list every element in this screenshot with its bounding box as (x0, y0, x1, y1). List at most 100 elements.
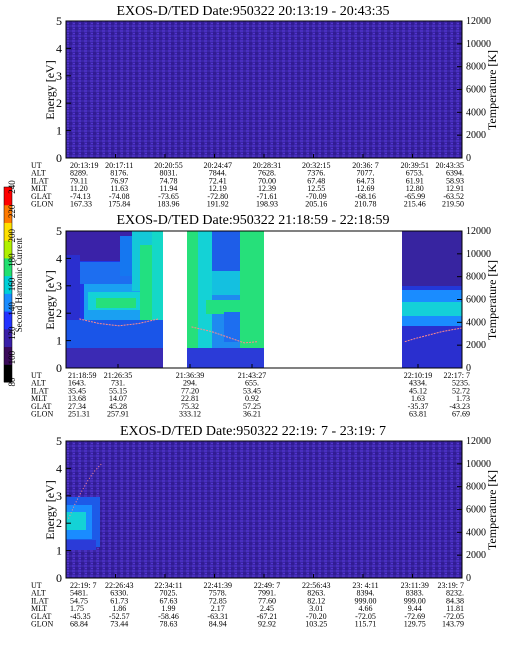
table-cell: 63.81 (409, 410, 427, 419)
y2tick-label: 0 (466, 363, 471, 374)
y2tick-label: 8000 (466, 62, 486, 73)
table-cell: 53.45 (243, 386, 261, 395)
table-cell: 21:18:59 (68, 371, 96, 380)
table-cell: 70.00 (258, 176, 276, 185)
table-cell: 731. (111, 379, 125, 388)
table-cell: -63.31 (207, 612, 228, 621)
ytick-label: 4 (56, 461, 62, 475)
table-cell: 205.16 (305, 200, 327, 209)
colorbar-step (4, 204, 12, 223)
table-cell: 12.19 (209, 184, 227, 193)
table-cell: -70.20 (306, 612, 327, 621)
table-cell: 22:17: 7 (444, 371, 470, 380)
table-row-label: ILAT (31, 386, 48, 395)
table-row-label: GLON (31, 620, 53, 629)
table-cell: 115.71 (355, 620, 377, 629)
table-cell: 8394. (357, 589, 375, 598)
table-cell: 0.92 (245, 394, 259, 403)
table-row-label: GLAT (31, 192, 52, 201)
table-cell: 27.34 (68, 402, 86, 411)
colorbar-step (4, 187, 12, 206)
table-cell: 8263. (307, 589, 325, 598)
y2tick-label: 4000 (466, 317, 486, 328)
ytick-label: 1 (56, 334, 62, 348)
table-cell: 6394. (446, 169, 464, 178)
table-cell: 35.45 (68, 386, 86, 395)
table-cell: 7025. (160, 589, 178, 598)
table-cell: 13.68 (68, 394, 86, 403)
y2tick-label: 10000 (466, 459, 491, 470)
y2tick-label: 6000 (466, 85, 486, 96)
table-cell: 8031. (160, 169, 178, 178)
table-cell: 20:13:19 (70, 161, 98, 170)
ytick-label: 0 (56, 361, 62, 375)
ytick-label: 2 (56, 96, 62, 110)
table-cell: -35.37 (408, 402, 429, 411)
table-row-label: GLAT (31, 402, 52, 411)
table-cell: 2.45 (260, 604, 274, 613)
panel-2-y2label: Temperature [K] (485, 260, 499, 340)
table-cell: 167.33 (70, 200, 92, 209)
table-cell: 22:41:39 (204, 581, 232, 590)
colorbar-step (4, 346, 12, 365)
y2tick-label: 0 (466, 573, 471, 584)
table-cell: 84.38 (446, 596, 464, 605)
table-cell: 20:39:51 (401, 161, 429, 170)
colorbar-step (4, 240, 12, 259)
table-cell: 22:34:11 (154, 581, 182, 590)
table-cell: 55.15 (109, 386, 127, 395)
panel-2-ylabel: Energy [eV] (43, 270, 57, 329)
table-cell: 92.92 (258, 620, 276, 629)
colorbar-tick-label: 220 (7, 204, 17, 218)
ytick-label: 4 (56, 251, 62, 265)
table-cell: 23:19: 7 (438, 581, 464, 590)
table-cell: 183.96 (158, 200, 180, 209)
table-cell: 1643. (68, 379, 86, 388)
panel-2-heatmap (66, 231, 462, 368)
table-cell: 61.91 (406, 176, 424, 185)
colorbar-step (4, 275, 12, 294)
colorbar-tick-label: 120 (7, 326, 17, 340)
table-cell: 11.63 (110, 184, 128, 193)
table-cell: 22:26:43 (105, 581, 133, 590)
ytick-label: 4 (56, 41, 62, 55)
colorbar-step (4, 293, 12, 312)
table-cell: 8176. (110, 169, 128, 178)
y2tick-label: 6000 (466, 505, 486, 516)
table-cell: 54.75 (70, 596, 88, 605)
ytick-label: 5 (56, 14, 62, 28)
colorbar-tick-label: 240 (7, 180, 17, 194)
table-cell: -72.05 (443, 612, 464, 621)
table-cell: 20:24:47 (204, 161, 232, 170)
table-cell: 999.00 (355, 596, 377, 605)
table-cell: -72.69 (404, 612, 425, 621)
table-cell: 21:36:39 (176, 371, 204, 380)
table-cell: 74.78 (160, 176, 178, 185)
colorbar-label: Second Harmonic Current (14, 237, 24, 332)
table-cell: 1.99 (162, 604, 176, 613)
table-row-label: MLT (31, 394, 47, 403)
ytick-label: 0 (56, 151, 62, 165)
ytick-label: 1 (56, 544, 62, 558)
table-row-label: MLT (31, 184, 47, 193)
table-cell: 20:17:11 (105, 161, 133, 170)
y2tick-label: 2000 (466, 340, 486, 351)
table-cell: -45.35 (70, 612, 91, 621)
table-cell: -72.05 (355, 612, 376, 621)
table-row-label: GLAT (31, 612, 52, 621)
colorbar-tick-label: 140 (7, 302, 17, 316)
table-row-label: ILAT (31, 596, 48, 605)
panel-1-y2label: Temperature [K] (485, 50, 499, 130)
table-cell: 64.73 (357, 176, 375, 185)
table-row-label: UT (31, 581, 42, 590)
table-cell: 210.78 (355, 200, 377, 209)
table-cell: 7376. (307, 169, 325, 178)
table-cell: 75.32 (181, 402, 199, 411)
table-row-label: MLT (31, 604, 47, 613)
table-cell: 215.46 (404, 200, 426, 209)
table-cell: 143.79 (442, 620, 464, 629)
y2tick-label: 2000 (466, 550, 486, 561)
panel-1-title: EXOS-D/TED Date:950322 20:13:19 - 20:43:… (117, 4, 390, 19)
y2tick-label: 8000 (466, 482, 486, 493)
